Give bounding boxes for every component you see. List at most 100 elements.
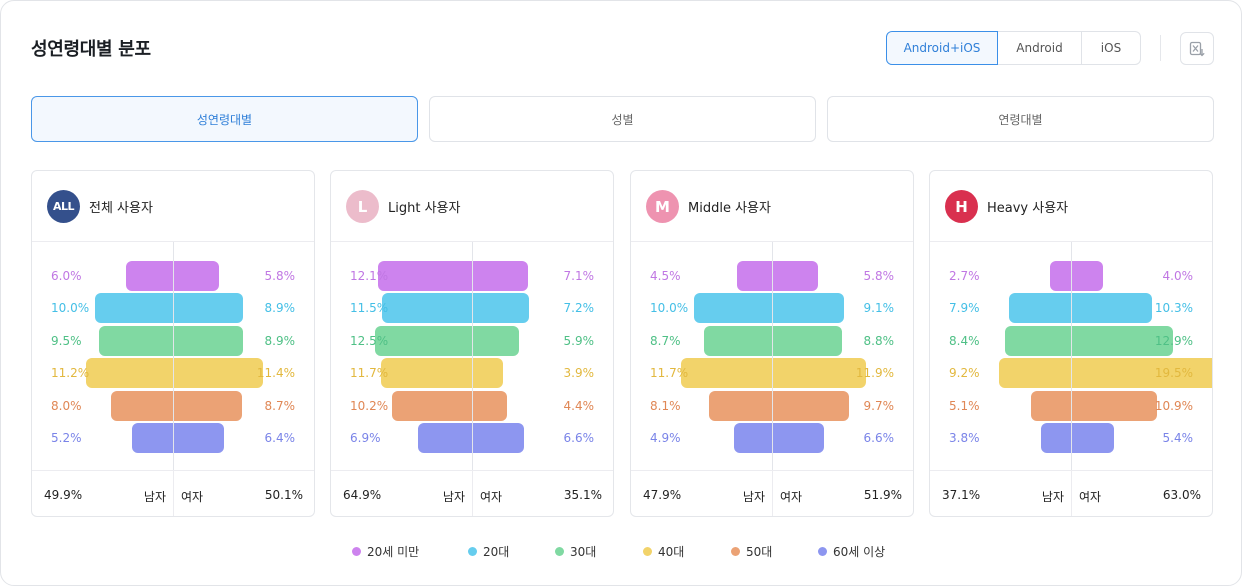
male-bar[interactable] [1041, 423, 1071, 453]
female-bar[interactable] [1072, 293, 1153, 324]
male-bar[interactable] [374, 325, 472, 356]
male-bar[interactable] [95, 293, 173, 324]
female-bar[interactable] [773, 390, 849, 421]
card-footer: 37.1% 남자 여자 63.0% [930, 470, 1212, 516]
female-bar[interactable] [473, 358, 504, 389]
female-bar[interactable] [773, 423, 825, 453]
male-bar[interactable] [1009, 293, 1071, 324]
center-axis [772, 242, 773, 470]
card-title: Middle 사용자 [688, 201, 771, 216]
male-percent-label: 9.2% [949, 366, 980, 381]
female-bar[interactable] [473, 293, 530, 324]
female-bar[interactable] [473, 423, 525, 453]
female-label: 여자 [480, 490, 503, 504]
footer-divider [1071, 471, 1072, 516]
female-bar[interactable] [773, 261, 819, 291]
male-bar[interactable] [704, 325, 772, 356]
legend-item: 40대 [643, 543, 684, 560]
platform-ios-button[interactable]: iOS [1082, 31, 1141, 65]
female-bar[interactable] [473, 261, 529, 291]
female-percent-label: 3.9% [563, 366, 595, 381]
male-bar[interactable] [999, 358, 1071, 389]
male-percent-label: 4.5% [650, 269, 681, 283]
male-bar[interactable] [733, 423, 772, 453]
female-bar[interactable] [174, 390, 242, 421]
female-percent-label: 6.6% [863, 431, 895, 445]
platform-android-ios-button[interactable]: Android+iOS [886, 31, 998, 65]
female-percent-label: 12.9% [1154, 333, 1193, 348]
segment-card: M Middle 사용자 4.5% 5.8% 10.0% 9.1% 8.7% 8.8% 11.7… [630, 170, 914, 517]
female-bar[interactable] [1072, 358, 1212, 389]
female-bar[interactable] [773, 358, 866, 389]
center-axis [173, 242, 174, 470]
card-header: H Heavy 사용자 [930, 171, 1212, 242]
male-percent-label: 8.0% [51, 398, 82, 413]
female-percent-label: 8.9% [264, 333, 296, 348]
female-bar[interactable] [174, 293, 244, 324]
male-bar[interactable] [418, 423, 472, 453]
pyramid-chart: 2.7% 4.0% 7.9% 10.3% 8.4% 12.9% 9.2% 19.5% 5.1% 1… [930, 242, 1212, 470]
male-bar[interactable] [708, 390, 772, 421]
female-bar[interactable] [1072, 390, 1158, 421]
tab-age[interactable]: 연령대별 [827, 96, 1214, 142]
card-footer: 47.9% 남자 여자 51.9% [631, 470, 913, 516]
toolbar-divider [1160, 35, 1161, 61]
male-bar[interactable] [392, 390, 472, 421]
female-bar[interactable] [773, 325, 842, 356]
female-bar[interactable] [174, 261, 220, 291]
male-bar[interactable] [132, 423, 173, 453]
legend-dot [731, 547, 740, 556]
male-total: 47.9% [643, 488, 682, 502]
male-percent-label: 10.2% [350, 398, 389, 413]
legend-label: 40대 [658, 545, 685, 559]
female-label: 여자 [181, 490, 204, 504]
male-percent-label: 7.9% [949, 301, 980, 316]
male-bar[interactable] [680, 358, 772, 389]
male-bar[interactable] [1005, 325, 1071, 356]
female-bar[interactable] [174, 325, 244, 356]
female-bar[interactable] [1072, 261, 1104, 291]
download-excel-icon [1189, 41, 1205, 56]
tab-gender-age[interactable]: 성연령대별 [31, 96, 418, 142]
male-percent-label: 8.7% [650, 333, 681, 348]
legend-dot [352, 547, 361, 556]
female-percent-label: 9.7% [863, 398, 895, 413]
male-bar[interactable] [694, 293, 772, 324]
female-bar[interactable] [174, 358, 263, 389]
footer-divider [173, 471, 174, 516]
male-percent-label: 4.9% [650, 431, 681, 445]
male-bar[interactable] [377, 261, 472, 291]
female-percent-label: 6.6% [563, 431, 595, 445]
male-bar[interactable] [736, 261, 772, 291]
segment-badge: H [945, 190, 978, 223]
platform-android-button[interactable]: Android [998, 31, 1082, 65]
male-bar[interactable] [126, 261, 173, 291]
legend-item: 50대 [731, 543, 772, 560]
female-percent-label: 8.9% [264, 301, 296, 316]
male-bar[interactable] [85, 358, 173, 389]
segment-badge: M [646, 190, 679, 223]
female-percent-label: 7.1% [563, 269, 595, 283]
tab-gender[interactable]: 성별 [429, 96, 816, 142]
platform-toggle: Android+iOS Android iOS [886, 31, 1141, 65]
male-bar[interactable] [98, 325, 173, 356]
male-bar[interactable] [382, 293, 472, 324]
male-bar[interactable] [1049, 261, 1071, 291]
female-percent-label: 5.8% [863, 269, 895, 283]
female-bar[interactable] [174, 423, 224, 453]
male-bar[interactable] [110, 390, 173, 421]
card-header: M Middle 사용자 [631, 171, 913, 242]
footer-divider [472, 471, 473, 516]
male-bar[interactable] [380, 358, 472, 389]
female-bar[interactable] [473, 325, 520, 356]
male-bar[interactable] [1031, 390, 1071, 421]
pyramid-chart: 6.0% 5.8% 10.0% 8.9% 9.5% 8.9% 11.2% 11.4% 8.0% 8… [32, 242, 314, 470]
female-percent-label: 8.8% [863, 333, 895, 348]
legend-label: 50대 [746, 545, 773, 559]
female-bar[interactable] [1072, 325, 1173, 356]
female-bar[interactable] [773, 293, 844, 324]
female-bar[interactable] [473, 390, 508, 421]
female-bar[interactable] [1072, 423, 1115, 453]
legend-label: 30대 [570, 545, 597, 559]
download-button[interactable] [1180, 32, 1214, 65]
